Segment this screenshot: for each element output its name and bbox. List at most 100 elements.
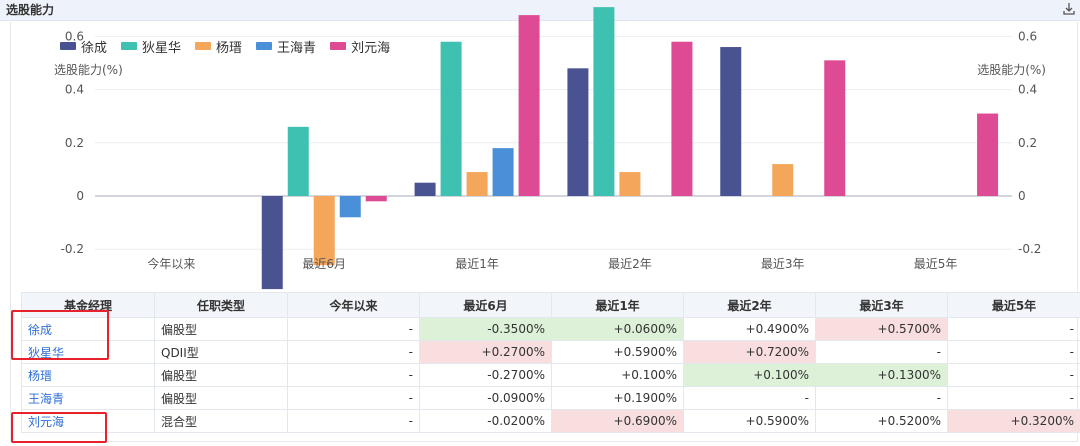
y-tick-label-right: 0.4 bbox=[1018, 83, 1037, 97]
x-tick-label: 最近5年 bbox=[914, 257, 958, 271]
legend-swatch bbox=[60, 42, 76, 50]
manager-link[interactable]: 王海青 bbox=[28, 391, 65, 406]
manager-cell: 刘元海 bbox=[21, 409, 155, 433]
value-cell: - bbox=[815, 386, 948, 410]
value-cell: -0.2700% bbox=[419, 363, 552, 387]
value-cell: - bbox=[815, 340, 948, 364]
value-cell: - bbox=[287, 409, 420, 433]
bar[interactable] bbox=[824, 60, 846, 197]
value-cell: - bbox=[287, 340, 420, 364]
legend-label: 刘元海 bbox=[351, 40, 391, 56]
table-row: 刘元海 混合型 - -0.0200% +0.6900% +0.5900% +0.5200% +… bbox=[21, 409, 1080, 433]
value-cell: +0.1900% bbox=[551, 386, 684, 410]
column-header: 最近6月 bbox=[419, 292, 552, 318]
type-cell: 偏股型 bbox=[154, 317, 288, 341]
bar[interactable] bbox=[720, 47, 742, 196]
value-cell: +0.5200% bbox=[815, 409, 948, 433]
bar[interactable] bbox=[492, 148, 514, 196]
table-row: 狄星华 QDII型 - +0.2700% +0.5900% +0.7200% - - bbox=[21, 340, 1080, 364]
table-row: 王海青 偏股型 - -0.0900% +0.1900% - - - bbox=[21, 386, 1080, 410]
legend-item[interactable]: 刘元海 bbox=[330, 38, 391, 56]
value-cell: +0.1300% bbox=[815, 363, 948, 387]
type-cell: 混合型 bbox=[154, 409, 288, 433]
bar[interactable] bbox=[518, 15, 540, 197]
bar[interactable] bbox=[287, 126, 309, 196]
value-cell: +0.3200% bbox=[947, 409, 1080, 433]
value-cell: +0.100% bbox=[683, 363, 816, 387]
legend-swatch bbox=[121, 42, 138, 50]
manager-cell: 王海青 bbox=[21, 386, 155, 410]
bar[interactable] bbox=[414, 182, 436, 196]
y-tick-label-left: 0.2 bbox=[65, 136, 84, 150]
table-row: 徐成 偏股型 - -0.3500% +0.0600% +0.4900% +0.5700% - bbox=[21, 317, 1080, 341]
legend-item[interactable]: 杨瑨 bbox=[195, 38, 243, 56]
bar[interactable] bbox=[365, 196, 387, 202]
panel-frame bbox=[10, 22, 1078, 442]
y-tick-label-right: 0 bbox=[1018, 189, 1026, 203]
manager-link[interactable]: 杨瑨 bbox=[28, 368, 53, 383]
value-cell: - bbox=[287, 317, 420, 341]
value-cell: -0.0200% bbox=[419, 409, 552, 433]
y-tick-label-right: -0.2 bbox=[1018, 242, 1041, 256]
value-cell: +0.7200% bbox=[683, 340, 816, 364]
x-tick-label: 今年以来 bbox=[147, 256, 195, 271]
value-cell: -0.3500% bbox=[419, 317, 552, 341]
type-cell: 偏股型 bbox=[154, 386, 288, 410]
type-cell: 偏股型 bbox=[154, 363, 288, 387]
legend-swatch bbox=[330, 42, 347, 50]
y-tick-label-left: 0.4 bbox=[65, 83, 84, 97]
bar[interactable] bbox=[339, 196, 361, 218]
legend-label: 王海青 bbox=[277, 40, 317, 56]
value-cell: +0.4900% bbox=[683, 317, 816, 341]
column-header: 最近2年 bbox=[683, 292, 816, 318]
manager-link[interactable]: 狄星华 bbox=[28, 345, 65, 360]
x-tick-label: 最近3年 bbox=[761, 257, 805, 271]
value-cell: - bbox=[947, 340, 1080, 364]
table-header-row: 基金经理 任职类型 今年以来 最近6月 最近1年 最近2年 最近3年 最近5年 bbox=[21, 292, 1080, 318]
download-icon[interactable] bbox=[1062, 2, 1076, 16]
manager-link[interactable]: 刘元海 bbox=[28, 414, 65, 429]
bar[interactable] bbox=[261, 196, 283, 290]
table-row: 杨瑨 偏股型 - -0.2700% +0.100% +0.100% +0.1300% - bbox=[21, 363, 1080, 387]
manager-cell: 杨瑨 bbox=[21, 363, 155, 387]
column-header: 最近3年 bbox=[815, 292, 948, 318]
chart-legend: 徐成 狄星华 杨瑨 王海青 刘元海 bbox=[60, 38, 391, 56]
value-cell: +0.100% bbox=[551, 363, 684, 387]
legend-swatch bbox=[195, 42, 212, 50]
bar[interactable] bbox=[567, 68, 589, 196]
panel-header: 选股能力 bbox=[0, 0, 1080, 21]
bar[interactable] bbox=[466, 172, 488, 196]
y-axis-title-left: 选股能力(%) bbox=[54, 63, 123, 77]
y-tick-label-left: -0.2 bbox=[61, 242, 84, 256]
legend-item[interactable]: 王海青 bbox=[256, 38, 317, 56]
bar[interactable] bbox=[977, 113, 999, 196]
bar[interactable] bbox=[619, 172, 641, 196]
legend-item[interactable]: 狄星华 bbox=[121, 38, 182, 56]
value-cell: +0.2700% bbox=[419, 340, 552, 364]
legend-label: 杨瑨 bbox=[216, 40, 243, 56]
panel-title: 选股能力 bbox=[6, 3, 55, 17]
bar-chart: 选股能力(%) 选股能力(%) -0.4-0.4-0.2-0.2000.20.2… bbox=[54, 7, 1046, 290]
bar[interactable] bbox=[671, 41, 693, 196]
bar[interactable] bbox=[313, 196, 335, 266]
x-tick-label: 最近6月 bbox=[302, 257, 346, 271]
value-cell: - bbox=[947, 363, 1080, 387]
manager-cell: 徐成 bbox=[21, 317, 155, 341]
bar[interactable] bbox=[593, 7, 615, 197]
legend-item[interactable]: 徐成 bbox=[60, 38, 108, 56]
value-cell: +0.0600% bbox=[551, 317, 684, 341]
legend-label: 狄星华 bbox=[142, 40, 182, 56]
legend-label: 徐成 bbox=[81, 40, 108, 56]
y-tick-label-right: 0.2 bbox=[1018, 136, 1037, 150]
bar[interactable] bbox=[772, 164, 794, 196]
value-cell: - bbox=[947, 386, 1080, 410]
x-tick-label: 最近2年 bbox=[608, 257, 652, 271]
manager-table: 基金经理 任职类型 今年以来 最近6月 最近1年 最近2年 最近3年 最近5年 徐成 偏股型 - -… bbox=[21, 292, 1080, 433]
y-tick-label-left: 0 bbox=[76, 189, 84, 203]
value-cell: - bbox=[287, 386, 420, 410]
value-cell: - bbox=[683, 386, 816, 410]
manager-cell: 狄星华 bbox=[21, 340, 155, 364]
manager-link[interactable]: 徐成 bbox=[28, 322, 53, 337]
bar[interactable] bbox=[440, 41, 462, 196]
value-cell: +0.5700% bbox=[815, 317, 948, 341]
